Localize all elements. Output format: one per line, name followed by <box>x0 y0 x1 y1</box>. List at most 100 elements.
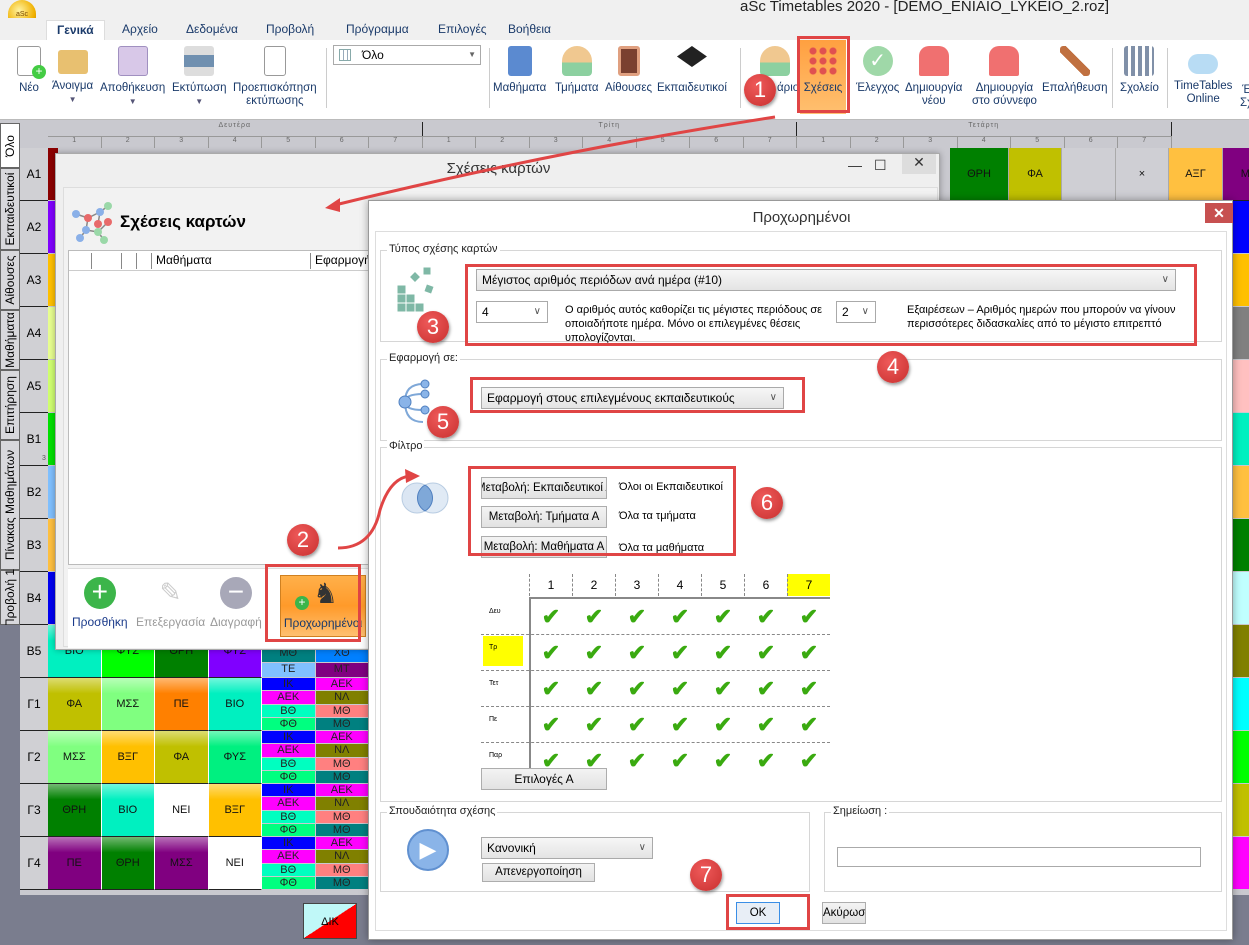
checkmark-icon[interactable]: ✔ <box>584 748 604 773</box>
right-lesson-strip[interactable] <box>1233 466 1249 518</box>
column-header-apply[interactable]: Εφαρμογή <box>310 253 371 269</box>
unplaced-card[interactable]: ΔΙΚ <box>303 903 357 939</box>
generate-cloud-button[interactable]: Δημιουργία στο σύννεφο <box>972 46 1037 108</box>
period-column-header[interactable]: 1 <box>529 574 572 596</box>
verify-button[interactable]: Επαλήθευση <box>1042 46 1108 95</box>
priority-select[interactable]: Κανονική ∨ <box>481 837 653 859</box>
delete-button[interactable]: − Διαγραφή <box>210 577 262 630</box>
checkmark-icon[interactable]: ✔ <box>799 604 819 629</box>
checkmark-icon[interactable]: ✔ <box>713 640 733 665</box>
generate-new-button[interactable]: Δημιουργία νέου <box>905 46 962 108</box>
right-lesson-strip[interactable] <box>1233 413 1249 465</box>
change-subjects-button[interactable]: Μεταβολή: Μαθήματα Α <box>481 536 607 558</box>
row-label[interactable]: Β3 <box>20 519 48 572</box>
relation-type-select[interactable]: Μέγιστος αριθμός περιόδων ανά ημέρα (#10… <box>476 269 1176 291</box>
print-preview-button[interactable]: Προεπισκόπηση εκτύπωσης <box>233 46 317 108</box>
edit-button[interactable]: ✎ Επεξεργασία <box>136 577 205 629</box>
lesson-card[interactable]: ΜΣΣ <box>155 837 209 890</box>
split-lesson-card[interactable]: ΝΛ <box>315 850 368 863</box>
column-header-subjects[interactable]: Μαθήματα <box>151 253 212 269</box>
row-label[interactable]: Β4 <box>20 572 48 625</box>
checkmark-icon[interactable]: ✔ <box>713 712 733 737</box>
tab-view[interactable]: Προβολή <box>266 22 315 36</box>
split-lesson-card[interactable]: ΙΚ <box>262 678 315 691</box>
max-periods-select[interactable]: 4 ∨ <box>476 301 548 323</box>
relations-button[interactable]: Σχέσεις <box>800 40 846 114</box>
side-tab[interactable]: Αίθουσες <box>0 250 20 310</box>
maximize-button[interactable]: ☐ <box>874 157 887 173</box>
lesson-card[interactable]: ΒΞΓ <box>101 731 155 784</box>
split-lesson-card[interactable]: ΜΘ <box>315 863 368 876</box>
split-lesson-card[interactable]: ΒΘ <box>262 757 315 770</box>
right-lesson-strip[interactable] <box>1233 837 1249 889</box>
right-lesson-strip[interactable] <box>1233 519 1249 571</box>
day-row-header[interactable]: Τρ <box>483 636 523 666</box>
split-lesson-card[interactable]: ΜΘ <box>315 823 368 836</box>
right-lesson-strip[interactable] <box>1233 572 1249 624</box>
period-column-header[interactable]: 6 <box>744 574 787 596</box>
change-teachers-button[interactable]: Μεταβολή: Εκπαιδευτικοί Α <box>481 477 607 499</box>
row-label[interactable]: Α2 <box>20 201 48 254</box>
checkmark-icon[interactable]: ✔ <box>541 748 561 773</box>
row-label[interactable]: Α1 <box>20 148 48 201</box>
split-lesson-card[interactable]: ΜΘ <box>315 757 368 770</box>
lesson-card[interactable]: ΘΡΗ <box>950 148 1009 201</box>
period-column-header[interactable]: 2 <box>572 574 615 596</box>
lesson-card[interactable] <box>1062 148 1116 201</box>
lesson-card[interactable]: ΦΑ <box>1009 148 1062 201</box>
close-button[interactable]: ✕ <box>1205 203 1233 223</box>
change-classes-button[interactable]: Μεταβολή: Τμήματα Α <box>481 506 607 528</box>
right-lesson-strip[interactable] <box>1233 625 1249 677</box>
subjects-button[interactable]: Μαθήματα <box>493 46 546 95</box>
checkmark-icon[interactable]: ✔ <box>756 604 776 629</box>
right-lesson-strip[interactable] <box>1233 678 1249 730</box>
split-lesson-card[interactable]: ΦΘ <box>262 823 315 836</box>
school-button[interactable]: Σχολείο <box>1120 46 1159 95</box>
checkmark-icon[interactable]: ✔ <box>584 604 604 629</box>
tab-general[interactable]: Γενικά <box>46 20 105 40</box>
open-button[interactable]: Άνοιγμα ▼ <box>52 46 93 106</box>
exceptions-select[interactable]: 2 ∨ <box>836 301 876 323</box>
checkmark-icon[interactable]: ✔ <box>541 676 561 701</box>
row-label[interactable]: Β2 <box>20 466 48 519</box>
lesson-card[interactable]: ΝΕΙ <box>155 784 209 837</box>
print-button[interactable]: Εκτύπωση ▼ <box>172 46 227 108</box>
column-header[interactable] <box>121 253 126 269</box>
lesson-card[interactable]: ΦΑ <box>48 678 102 731</box>
right-lesson-strip[interactable] <box>1233 784 1249 836</box>
lesson-card[interactable]: ΠΕ <box>155 678 209 731</box>
split-lesson-card[interactable]: ΑΕΚ <box>315 731 368 744</box>
lesson-card[interactable]: ΦΑ <box>155 731 209 784</box>
split-lesson-card[interactable]: ΧΘ <box>315 647 368 662</box>
split-lesson-card[interactable]: ΜΘ <box>315 810 368 823</box>
lesson-card[interactable]: ΒΙΟ <box>101 784 155 837</box>
split-lesson-card[interactable]: ΑΕΚ <box>315 784 368 797</box>
right-lesson-strip[interactable] <box>1233 201 1249 253</box>
split-lesson-card[interactable]: ΑΕΚ <box>315 837 368 850</box>
schedule-button[interactable]: άριο <box>760 46 799 95</box>
row-label[interactable]: Γ3 <box>20 784 48 837</box>
column-header[interactable] <box>91 253 96 269</box>
period-column-header[interactable]: 7 <box>787 574 830 596</box>
checkmark-icon[interactable]: ✔ <box>713 604 733 629</box>
right-lesson-strip[interactable] <box>1233 360 1249 412</box>
checkmark-icon[interactable]: ✔ <box>799 640 819 665</box>
checkmark-icon[interactable]: ✔ <box>670 604 690 629</box>
checkmark-icon[interactable]: ✔ <box>541 640 561 665</box>
checkmark-icon[interactable]: ✔ <box>670 640 690 665</box>
split-lesson-card[interactable]: ΦΘ <box>262 717 315 730</box>
split-lesson-card[interactable]: ΜΘ <box>315 876 368 889</box>
lesson-card[interactable]: × <box>1116 148 1169 201</box>
row-label[interactable]: Γ2 <box>20 731 48 784</box>
teachers-button[interactable]: Εκπαιδευτικοί <box>657 46 727 95</box>
advanced-button[interactable]: ♞ + Προχωρημένοι <box>280 575 366 637</box>
options-a-button[interactable]: Επιλογές Α <box>481 768 607 790</box>
cut-off-button[interactable]: ΈΣχ <box>1240 84 1249 110</box>
row-label[interactable]: Β1 <box>20 413 48 466</box>
lesson-card[interactable]: ΘΡΗ <box>48 784 102 837</box>
cancel-button[interactable]: Ακύρωση <box>822 902 866 924</box>
split-lesson-card[interactable]: ΒΘ <box>262 810 315 823</box>
checkmark-icon[interactable]: ✔ <box>756 712 776 737</box>
lesson-card[interactable]: ΒΞΓ <box>208 784 262 837</box>
checkmark-icon[interactable]: ✔ <box>799 676 819 701</box>
